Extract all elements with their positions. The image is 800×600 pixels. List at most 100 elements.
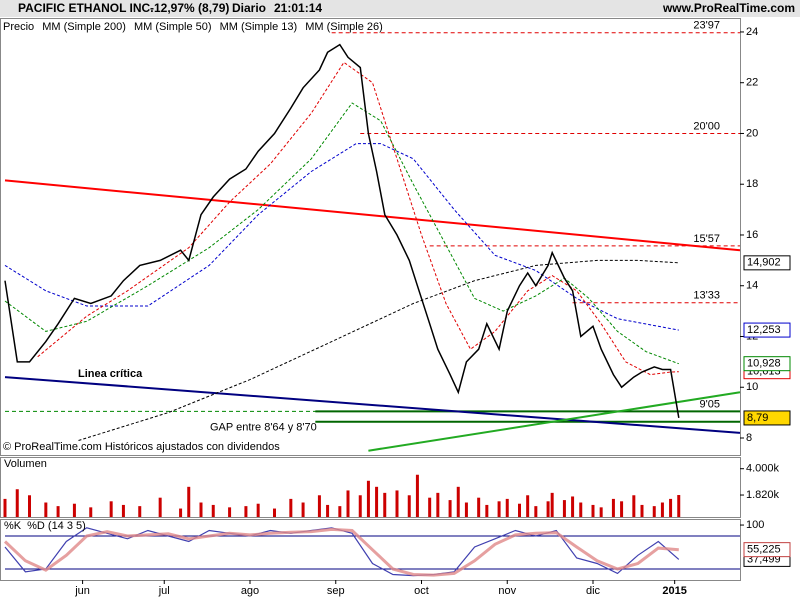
value-tag: [743, 542, 791, 558]
volume-bar: [89, 507, 93, 517]
volume-bar: [138, 506, 142, 517]
volume-bar: [28, 495, 31, 517]
panel-title: Volumen: [4, 458, 47, 470]
y-tick-label: 18: [746, 178, 758, 190]
volume-bar: [56, 506, 60, 517]
y-tick-label: 4.000k: [746, 463, 780, 475]
title: PACIFIC ETHANOL INC.: [18, 1, 154, 15]
volume-bar: [456, 486, 460, 517]
y-tick-label: 20: [746, 127, 758, 139]
moving-average: [78, 259, 679, 441]
volume-bar: [591, 504, 595, 517]
x-tick-label: jun: [74, 585, 90, 597]
stoch-panel: [0, 519, 741, 581]
volume-bar: [72, 503, 76, 517]
volume-bar: [571, 496, 575, 517]
time: 21:01:14: [274, 1, 322, 15]
volume-bar: [620, 501, 624, 517]
volume-bar: [652, 506, 656, 517]
gap-label: GAP entre 8'64 y 8'70: [210, 422, 317, 434]
period: Diario: [232, 1, 266, 15]
price-line: [4, 43, 680, 419]
value-tag-label: 8,79: [747, 412, 768, 424]
volume-bar: [211, 504, 215, 517]
legend-entry: MM (Simple 50): [134, 21, 212, 33]
x-tick-label: 2015: [662, 585, 686, 597]
legend-entry: MM (Simple 13): [220, 21, 298, 33]
volume-bar: [346, 490, 350, 517]
x-tick-label: nov: [498, 585, 516, 597]
volume-bar: [632, 495, 636, 517]
volume-bar: [366, 480, 370, 517]
level-label: 13'33: [693, 290, 720, 302]
volume-bar: [428, 497, 432, 517]
volume-bar: [497, 501, 501, 517]
volume-bar: [338, 506, 342, 517]
level-label: 9'05: [700, 398, 720, 410]
trendline: [4, 376, 741, 434]
x-tick-label: sep: [327, 585, 345, 597]
value-tag: [743, 410, 791, 426]
volume-bar: [526, 495, 530, 517]
moving-average: [4, 143, 679, 331]
volume-bar: [562, 500, 566, 517]
volume-bar: [448, 500, 452, 517]
volume-panel: [0, 457, 741, 518]
volume-bar: [158, 497, 162, 517]
volume-bar: [326, 504, 330, 517]
x-tick-label: ago: [241, 585, 259, 597]
y-tick-label: 10: [746, 381, 758, 393]
volume-bar: [407, 495, 411, 517]
legend-entry: %D (14 3 5): [27, 520, 86, 532]
volume-bar: [301, 502, 305, 517]
moving-average: [4, 102, 679, 365]
stoch-line: [4, 527, 680, 577]
volume-bar: [395, 490, 399, 517]
volume-bar: [121, 504, 125, 517]
header-bar: [0, 0, 800, 17]
y-tick-label: 14: [746, 280, 758, 292]
legend-entry: Precio: [3, 21, 34, 33]
y-tick-label: 100: [746, 519, 764, 531]
volume-bar: [109, 501, 113, 517]
y-tick-label: 16: [746, 229, 758, 241]
volume-bar: [3, 498, 7, 517]
volume-bar: [289, 498, 293, 517]
y-tick-label: 1.820k: [746, 489, 780, 501]
volume-bar: [550, 492, 554, 517]
footer: © ProRealTime.com Históricos ajustados c…: [3, 441, 280, 453]
volume-bar: [611, 498, 615, 517]
volume-bar: [660, 502, 664, 517]
volume-bar: [534, 506, 538, 517]
volume-bar: [199, 502, 203, 517]
volume-bar: [179, 508, 183, 517]
volume-bar: [383, 492, 387, 517]
stoch-line: [3, 527, 679, 577]
volume-bar: [579, 502, 583, 517]
volume-bar: [464, 502, 468, 517]
volume-bar: [15, 489, 19, 517]
volume-bar: [518, 503, 521, 517]
value-tag: [743, 356, 791, 372]
level-label: 23'97: [693, 20, 720, 32]
volume-bar: [669, 498, 673, 517]
value-tag: [743, 255, 791, 271]
volume-bar: [273, 508, 276, 517]
annotation: Linea crítica: [78, 368, 143, 380]
volume-bar: [415, 474, 419, 517]
legend-entry: MM (Simple 200): [42, 21, 126, 33]
volume-bar: [477, 497, 481, 517]
change: -12,97% (8,79): [150, 1, 229, 15]
volume-bar: [546, 501, 550, 517]
volume-bar: [44, 502, 48, 517]
trendline: [4, 179, 741, 252]
x-tick-label: jul: [158, 585, 170, 597]
value-tag: [743, 322, 791, 338]
site: www.ProRealTime.com: [662, 1, 795, 15]
legend-entry: %K: [4, 520, 22, 532]
value-tag-label: 10,928: [747, 358, 781, 370]
volume-bar: [244, 506, 248, 517]
volume-bar: [677, 495, 681, 517]
level-label: 20'00: [693, 120, 720, 132]
